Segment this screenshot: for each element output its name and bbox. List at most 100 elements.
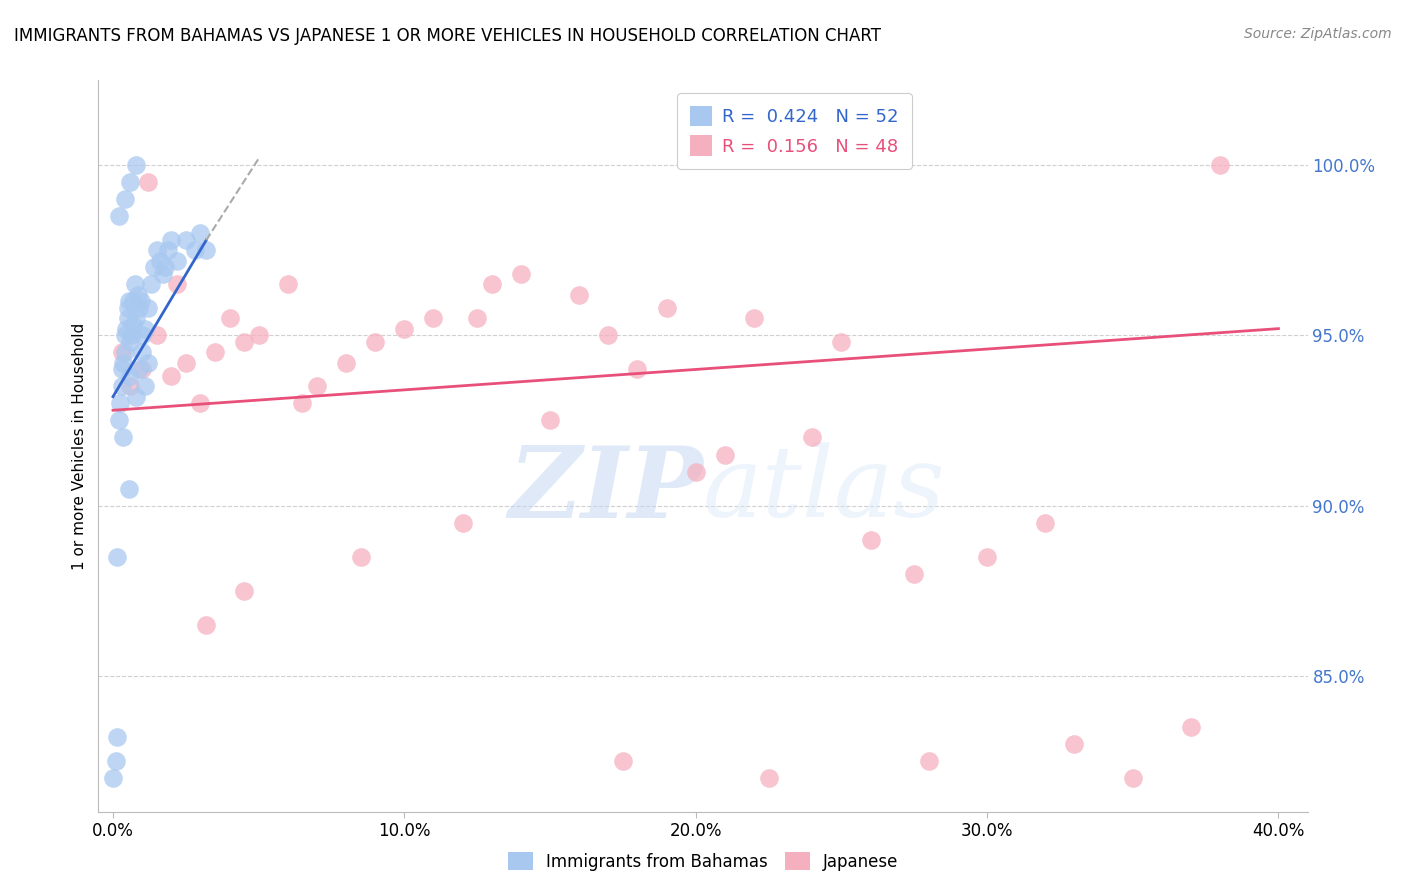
Point (830, 335, 852, 350)
Point (112, 430, 135, 444)
Point (538, 413, 561, 427)
Point (655, 301, 678, 316)
Point (183, 244, 205, 258)
Point (195, 617, 218, 632)
Point (124, 277, 146, 292)
Point (125, 311, 148, 326)
Point (125, 158, 148, 172)
Point (509, 267, 531, 281)
Point (134, 321, 156, 335)
Point (394, 321, 416, 335)
Point (131, 328, 153, 343)
Point (145, 244, 167, 258)
Point (918, 754, 941, 768)
Point (142, 260, 165, 275)
Point (120, 175, 142, 189)
Point (714, 448, 737, 462)
Y-axis label: 1 or more Vehicles in Household: 1 or more Vehicles in Household (72, 322, 87, 570)
Point (166, 277, 188, 292)
Point (568, 287, 591, 301)
Point (111, 379, 134, 393)
Point (134, 379, 156, 393)
Point (131, 345, 153, 359)
Point (1063, 737, 1085, 751)
Point (335, 356, 357, 370)
Point (152, 267, 174, 281)
Point (174, 233, 197, 247)
Point (350, 549, 373, 564)
Point (122, 294, 145, 309)
Point (195, 244, 218, 258)
Point (218, 311, 240, 326)
Legend: Immigrants from Bahamas, Japanese: Immigrants from Bahamas, Japanese (499, 844, 907, 880)
Legend: R =  0.424   N = 52, R =  0.156   N = 48: R = 0.424 N = 52, R = 0.156 N = 48 (678, 93, 911, 169)
Point (1209, 158, 1232, 172)
Point (131, 362, 153, 376)
Point (160, 369, 183, 384)
Point (127, 287, 149, 301)
Point (422, 311, 444, 326)
Point (117, 301, 139, 316)
Point (101, 771, 124, 785)
Point (190, 396, 212, 410)
Point (465, 311, 488, 326)
Point (233, 335, 256, 350)
Point (481, 277, 503, 292)
Point (128, 301, 150, 316)
Point (685, 465, 707, 479)
Point (277, 277, 299, 292)
Point (125, 390, 148, 404)
Point (626, 362, 648, 376)
Point (166, 253, 188, 268)
Point (247, 328, 270, 343)
Point (108, 210, 131, 224)
Point (291, 396, 314, 410)
Point (120, 379, 142, 393)
Point (114, 192, 136, 206)
Point (136, 356, 159, 370)
Point (122, 318, 145, 333)
Point (105, 549, 128, 564)
Point (120, 369, 142, 384)
Point (115, 321, 138, 335)
Point (112, 356, 135, 370)
Point (859, 533, 882, 547)
Point (136, 301, 159, 316)
Point (364, 335, 387, 350)
Point (136, 175, 159, 189)
Point (1180, 720, 1202, 734)
Point (305, 379, 328, 393)
Point (111, 345, 134, 359)
Point (145, 328, 167, 343)
Point (114, 345, 136, 359)
Text: ZIP: ZIP (508, 442, 703, 538)
Point (1122, 771, 1144, 785)
Point (110, 396, 132, 410)
Point (598, 328, 620, 343)
Point (1033, 516, 1056, 530)
Point (160, 233, 183, 247)
Point (104, 754, 127, 768)
Point (758, 771, 780, 785)
Text: IMMIGRANTS FROM BAHAMAS VS JAPANESE 1 OR MORE VEHICLES IN HOUSEHOLD CORRELATION : IMMIGRANTS FROM BAHAMAS VS JAPANESE 1 OR… (14, 27, 882, 45)
Point (128, 362, 150, 376)
Point (108, 413, 131, 427)
Point (114, 328, 136, 343)
Point (976, 549, 998, 564)
Point (451, 516, 474, 530)
Point (129, 294, 152, 309)
Point (121, 328, 143, 343)
Point (801, 430, 824, 444)
Point (120, 335, 142, 350)
Point (117, 311, 139, 326)
Point (190, 227, 212, 241)
Point (118, 482, 141, 496)
Point (204, 345, 226, 359)
Point (111, 362, 134, 376)
Text: Source: ZipAtlas.com: Source: ZipAtlas.com (1244, 27, 1392, 41)
Text: atlas: atlas (703, 442, 946, 538)
Point (233, 583, 256, 598)
Point (174, 356, 197, 370)
Point (105, 730, 128, 744)
Point (155, 260, 177, 275)
